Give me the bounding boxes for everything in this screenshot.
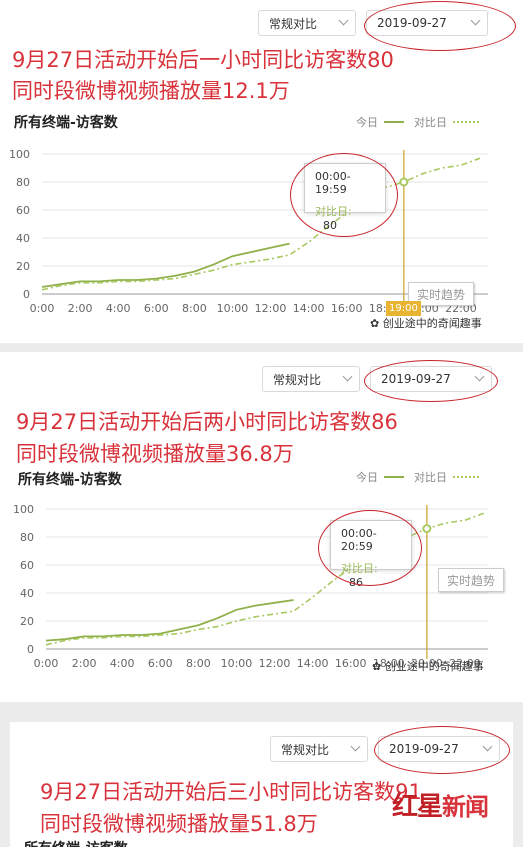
cursor-point: [422, 524, 432, 534]
chart-panel-1: 常规对比 2019-09-27 9月27日活动开始后一小时同比访客数80 同时段…: [0, 0, 523, 343]
y-tick-label: 20: [20, 615, 34, 628]
chart-title: 所有终端-访客数: [24, 838, 128, 847]
y-tick-label: 60: [16, 204, 30, 217]
x-tick-label: 0:00: [30, 302, 55, 315]
legend-today-label: 今日: [356, 471, 378, 484]
y-tick-label: 40: [16, 232, 30, 245]
x-tick-label: 6:00: [148, 657, 173, 670]
watermark-icon: ✿: [372, 660, 382, 673]
compare-mode-select[interactable]: 常规对比: [270, 736, 368, 762]
series-line-today: [41, 242, 290, 288]
x-tick-label: 4:00: [106, 302, 131, 315]
x-tick-label: 8:00: [186, 657, 211, 670]
series-line-compare: [45, 512, 485, 646]
y-tick-label: 0: [23, 288, 30, 301]
headline-video-plays: 同时段微博视频播放量12.1万: [12, 79, 290, 103]
legend-today-line: [384, 121, 404, 123]
headline-visitors: 9月27日活动开始后一小时同比访客数80: [12, 48, 394, 72]
watermark: ✿ 创业途中的奇闻趣事: [372, 658, 484, 674]
brand-logo: 红星新闻: [392, 792, 489, 822]
x-tick-label: 0:00: [34, 657, 59, 670]
y-tick-label: 60: [20, 559, 34, 572]
y-tick-label: 100: [13, 503, 34, 516]
legend-compare-label: 对比日: [414, 116, 447, 129]
watermark-icon: ✿: [370, 317, 380, 330]
x-tick-label: 12:00: [259, 657, 291, 670]
x-tick-label: 12:00: [255, 302, 287, 315]
chart-panel-3: 常规对比 2019-09-27 9月27日活动开始后三小时同比访客数91 同时段…: [10, 722, 513, 847]
annotation-oval-tooltip: [290, 153, 398, 237]
y-tick-label: 20: [16, 260, 30, 273]
chart-panel-2: 常规对比 2019-09-27 9月27日活动开始后两小时同比访客数86 同时段…: [0, 352, 523, 702]
compare-mode-select[interactable]: 常规对比: [258, 10, 356, 36]
headline-video-plays: 同时段微博视频播放量51.8万: [40, 812, 318, 836]
compare-mode-value: 常规对比: [273, 372, 322, 387]
realtime-trend-button[interactable]: 实时趋势: [438, 568, 505, 592]
watermark-text: 创业途中的奇闻趣事: [384, 660, 484, 673]
x-tick-label: 18:00: [373, 657, 405, 670]
y-tick-label: 40: [20, 587, 34, 600]
chevron-down-icon: [350, 741, 361, 752]
x-tick-label: 6:00: [144, 302, 169, 315]
annotation-oval-date: [374, 726, 510, 774]
x-tick-label: 8:00: [182, 302, 207, 315]
x-tick-label: 14:00: [293, 302, 325, 315]
headline-visitors: 9月27日活动开始后两小时同比访客数86: [16, 410, 398, 434]
y-tick-label: 100: [9, 148, 30, 161]
chart-legend: 今日 对比日: [356, 469, 479, 485]
watermark: ✿ 创业途中的奇闻趣事: [370, 315, 482, 331]
y-tick-label: 80: [16, 176, 30, 189]
chart-legend: 今日 对比日: [356, 114, 479, 130]
x-tick-label: 22:00: [449, 657, 481, 670]
compare-mode-select[interactable]: 常规对比: [262, 366, 360, 392]
x-tick-label: 10:00: [217, 302, 249, 315]
y-tick-label: 80: [20, 531, 34, 544]
legend-compare-label: 对比日: [414, 471, 447, 484]
legend-today-line: [384, 476, 404, 478]
compare-mode-value: 常规对比: [281, 742, 330, 757]
x-tick-label: 2:00: [72, 657, 97, 670]
legend-today-label: 今日: [356, 116, 378, 129]
legend-compare-line: [453, 476, 479, 478]
series-line-today: [45, 599, 294, 642]
chart-title: 所有终端-访客数: [18, 472, 122, 488]
x-tick-label: 16:00: [331, 302, 363, 315]
x-tick-label: 10:00: [221, 657, 253, 670]
x-tick-label: 2:00: [68, 302, 93, 315]
annotation-oval-date: [364, 1, 516, 51]
legend-compare-line: [453, 121, 479, 123]
x-tick-label: 14:00: [297, 657, 329, 670]
x-tick-label: 16:00: [335, 657, 367, 670]
annotation-oval-tooltip: [318, 510, 422, 586]
headline-video-plays: 同时段微博视频播放量36.8万: [16, 442, 294, 466]
headline-visitors: 9月27日活动开始后三小时同比访客数91: [40, 780, 422, 804]
chart-title: 所有终端-访客数: [14, 115, 118, 131]
chart-plot: 0 20 40 60 80 100 0:00 2:00 4:00 6:00 8:00 10:00 12:…: [13, 503, 488, 670]
series-line-compare: [41, 157, 481, 291]
x-tick-label: 20:00: [411, 657, 443, 670]
annotation-oval-date: [364, 360, 498, 402]
cursor-point: [399, 177, 409, 187]
watermark-text: 创业途中的奇闻趣事: [382, 317, 482, 330]
compare-mode-value: 常规对比: [269, 16, 318, 31]
chart-plot: 0 20 40 60 80 100 0:00 2:00 4:00 6:00 8:00 10:00 12:…: [9, 148, 488, 315]
cursor-time-label: 19:00: [386, 301, 421, 316]
x-tick-label: 4:00: [110, 657, 135, 670]
y-tick-label: 0: [27, 643, 34, 656]
